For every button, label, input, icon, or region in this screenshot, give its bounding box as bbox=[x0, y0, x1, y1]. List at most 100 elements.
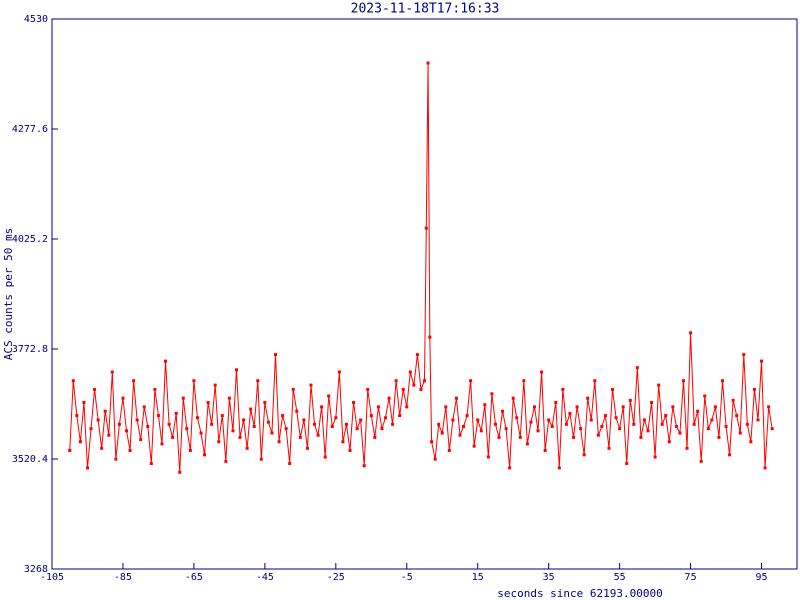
data-point bbox=[692, 422, 696, 426]
data-point bbox=[394, 379, 398, 383]
data-point bbox=[657, 383, 661, 387]
data-point bbox=[664, 414, 668, 418]
data-point bbox=[650, 401, 654, 405]
data-point bbox=[203, 453, 207, 457]
data-point bbox=[493, 422, 497, 426]
data-point bbox=[543, 448, 547, 452]
data-point bbox=[593, 379, 597, 383]
data-point bbox=[561, 387, 565, 391]
data-point bbox=[408, 370, 412, 374]
data-point bbox=[703, 394, 707, 398]
data-point bbox=[440, 431, 444, 435]
data-point bbox=[68, 448, 72, 452]
data-point bbox=[387, 396, 391, 400]
data-point bbox=[238, 435, 242, 439]
data-point bbox=[348, 448, 352, 452]
data-point bbox=[227, 396, 231, 400]
data-point bbox=[522, 379, 526, 383]
data-point bbox=[85, 466, 89, 470]
data-point bbox=[671, 405, 675, 409]
data-point bbox=[362, 464, 366, 468]
data-point bbox=[337, 370, 341, 374]
y-tick-label: 3772.8 bbox=[12, 344, 48, 355]
data-point bbox=[721, 379, 724, 383]
data-point bbox=[110, 370, 114, 374]
data-point bbox=[121, 396, 125, 400]
data-point bbox=[745, 422, 749, 426]
data-point bbox=[483, 403, 487, 407]
data-point bbox=[525, 442, 529, 446]
data-point bbox=[430, 440, 434, 444]
data-point bbox=[596, 433, 600, 437]
data-point bbox=[334, 416, 338, 420]
x-tick-label: 95 bbox=[756, 572, 768, 583]
data-point bbox=[447, 448, 451, 452]
data-point bbox=[242, 418, 246, 422]
y-tick-label: 3520.4 bbox=[12, 454, 48, 465]
data-point bbox=[153, 387, 157, 391]
data-point bbox=[752, 387, 756, 391]
data-point bbox=[405, 405, 409, 409]
data-point bbox=[231, 429, 235, 433]
data-point bbox=[724, 424, 728, 428]
data-point bbox=[295, 409, 299, 413]
data-point bbox=[646, 429, 650, 433]
data-point bbox=[344, 422, 348, 426]
data-point bbox=[476, 418, 480, 422]
data-point bbox=[391, 422, 395, 426]
data-point bbox=[156, 414, 160, 418]
data-point bbox=[728, 453, 732, 457]
data-point bbox=[217, 440, 221, 444]
data-point bbox=[568, 411, 572, 415]
data-point bbox=[625, 462, 629, 466]
data-line bbox=[69, 63, 773, 473]
data-point bbox=[618, 427, 622, 431]
data-point bbox=[415, 353, 419, 357]
data-point bbox=[359, 418, 363, 422]
data-point bbox=[149, 462, 153, 466]
data-point bbox=[454, 396, 458, 400]
data-point bbox=[93, 387, 97, 391]
data-point bbox=[731, 398, 735, 402]
x-tick-label: 75 bbox=[685, 572, 697, 583]
data-point bbox=[291, 387, 295, 391]
data-point bbox=[660, 422, 664, 426]
data-point bbox=[678, 431, 682, 435]
data-point bbox=[174, 411, 178, 415]
data-point bbox=[469, 379, 473, 383]
data-point bbox=[667, 440, 671, 444]
data-point bbox=[437, 422, 441, 426]
data-point bbox=[689, 331, 693, 335]
data-point bbox=[352, 401, 356, 405]
data-point bbox=[71, 379, 75, 383]
data-point bbox=[114, 457, 118, 461]
data-point bbox=[234, 368, 238, 372]
data-point bbox=[316, 433, 320, 437]
x-axis-label: seconds since 62193.00000 bbox=[497, 587, 663, 600]
data-point bbox=[298, 435, 302, 439]
data-point bbox=[419, 387, 423, 391]
data-point bbox=[398, 414, 402, 418]
data-point bbox=[160, 442, 164, 446]
data-point bbox=[586, 396, 590, 400]
x-tick-label: -65 bbox=[185, 572, 203, 583]
data-point bbox=[550, 424, 554, 428]
data-point bbox=[125, 429, 128, 433]
data-point bbox=[532, 405, 536, 409]
data-point bbox=[195, 416, 199, 420]
data-point bbox=[508, 466, 512, 470]
data-point bbox=[749, 440, 753, 444]
data-point bbox=[614, 416, 618, 420]
data-point bbox=[603, 414, 607, 418]
data-point bbox=[763, 466, 767, 470]
data-point bbox=[249, 407, 253, 411]
data-point bbox=[401, 387, 405, 391]
x-tick-label: 55 bbox=[614, 572, 626, 583]
data-point bbox=[366, 387, 370, 391]
data-point bbox=[681, 379, 685, 383]
data-point bbox=[511, 396, 515, 400]
data-point bbox=[451, 418, 455, 422]
data-point bbox=[756, 418, 760, 422]
data-point bbox=[327, 394, 331, 398]
data-point bbox=[557, 466, 561, 470]
